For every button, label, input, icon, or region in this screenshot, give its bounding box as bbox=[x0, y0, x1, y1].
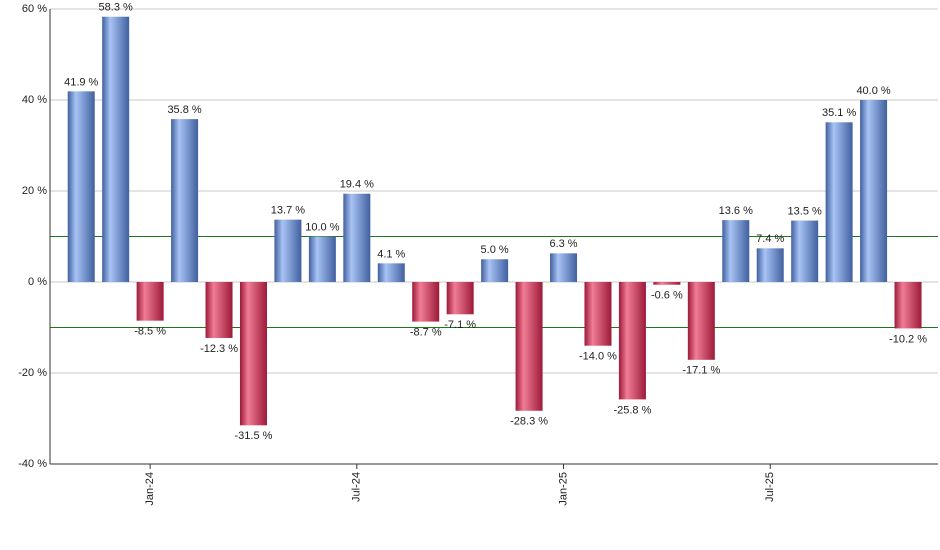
value-label: -7.1 % bbox=[444, 319, 476, 331]
bar bbox=[860, 100, 888, 282]
bar bbox=[171, 119, 199, 282]
bar bbox=[136, 282, 164, 321]
bar bbox=[67, 91, 95, 282]
bar bbox=[205, 282, 233, 338]
bar bbox=[825, 122, 853, 282]
bar bbox=[515, 282, 543, 411]
value-label: -31.5 % bbox=[235, 430, 273, 442]
y-tick-label: 60 % bbox=[22, 3, 47, 15]
bar bbox=[102, 16, 130, 283]
bar bbox=[308, 236, 336, 282]
bar bbox=[274, 219, 302, 282]
value-label: -14.0 % bbox=[579, 351, 617, 363]
value-label: 35.1 % bbox=[822, 107, 856, 119]
y-tick-label: -40 % bbox=[18, 458, 47, 470]
value-label: 40.0 % bbox=[856, 85, 890, 97]
y-tick-label: -20 % bbox=[18, 367, 47, 379]
bar bbox=[756, 248, 784, 282]
bar bbox=[894, 282, 922, 329]
value-label: 4.1 % bbox=[377, 248, 405, 260]
value-label: -25.8 % bbox=[613, 404, 651, 416]
value-label: 35.8 % bbox=[167, 104, 201, 116]
bar bbox=[239, 282, 267, 426]
value-label: 10.0 % bbox=[305, 221, 339, 233]
value-label: -8.7 % bbox=[410, 326, 442, 338]
bar bbox=[653, 282, 681, 285]
value-label: 6.3 % bbox=[549, 238, 577, 250]
value-label: -17.1 % bbox=[682, 365, 720, 377]
value-label: 5.0 % bbox=[481, 244, 509, 256]
value-label: 19.4 % bbox=[340, 179, 374, 191]
value-label: -28.3 % bbox=[510, 416, 548, 428]
bar bbox=[722, 220, 750, 282]
x-tick-label: Jan-24 bbox=[144, 472, 156, 506]
value-label: 13.7 % bbox=[271, 205, 305, 217]
value-label: 13.5 % bbox=[788, 205, 822, 217]
value-label: 13.6 % bbox=[719, 205, 753, 217]
bar bbox=[791, 220, 819, 282]
bar bbox=[687, 282, 715, 360]
y-tick-label: 20 % bbox=[22, 185, 47, 197]
bar bbox=[618, 282, 646, 400]
value-label: -0.6 % bbox=[651, 290, 683, 302]
y-tick-label: 0 % bbox=[28, 276, 47, 288]
value-label: -8.5 % bbox=[134, 326, 166, 338]
bar bbox=[584, 282, 612, 346]
value-label: 7.4 % bbox=[756, 233, 784, 245]
bar bbox=[481, 259, 509, 282]
x-tick-label: Jan-25 bbox=[557, 472, 569, 506]
x-tick-label: Jul-24 bbox=[351, 472, 363, 502]
bar bbox=[377, 263, 405, 282]
x-tick-label: Jul-25 bbox=[764, 472, 776, 502]
bar bbox=[550, 253, 578, 282]
value-label: -10.2 % bbox=[889, 333, 927, 345]
y-tick-label: 40 % bbox=[22, 94, 47, 106]
bar bbox=[446, 282, 474, 315]
value-label: 58.3 % bbox=[99, 2, 133, 14]
bar bbox=[412, 282, 440, 322]
bar bbox=[343, 193, 371, 282]
value-label: -12.3 % bbox=[200, 343, 238, 355]
value-label: 41.9 % bbox=[64, 76, 98, 88]
